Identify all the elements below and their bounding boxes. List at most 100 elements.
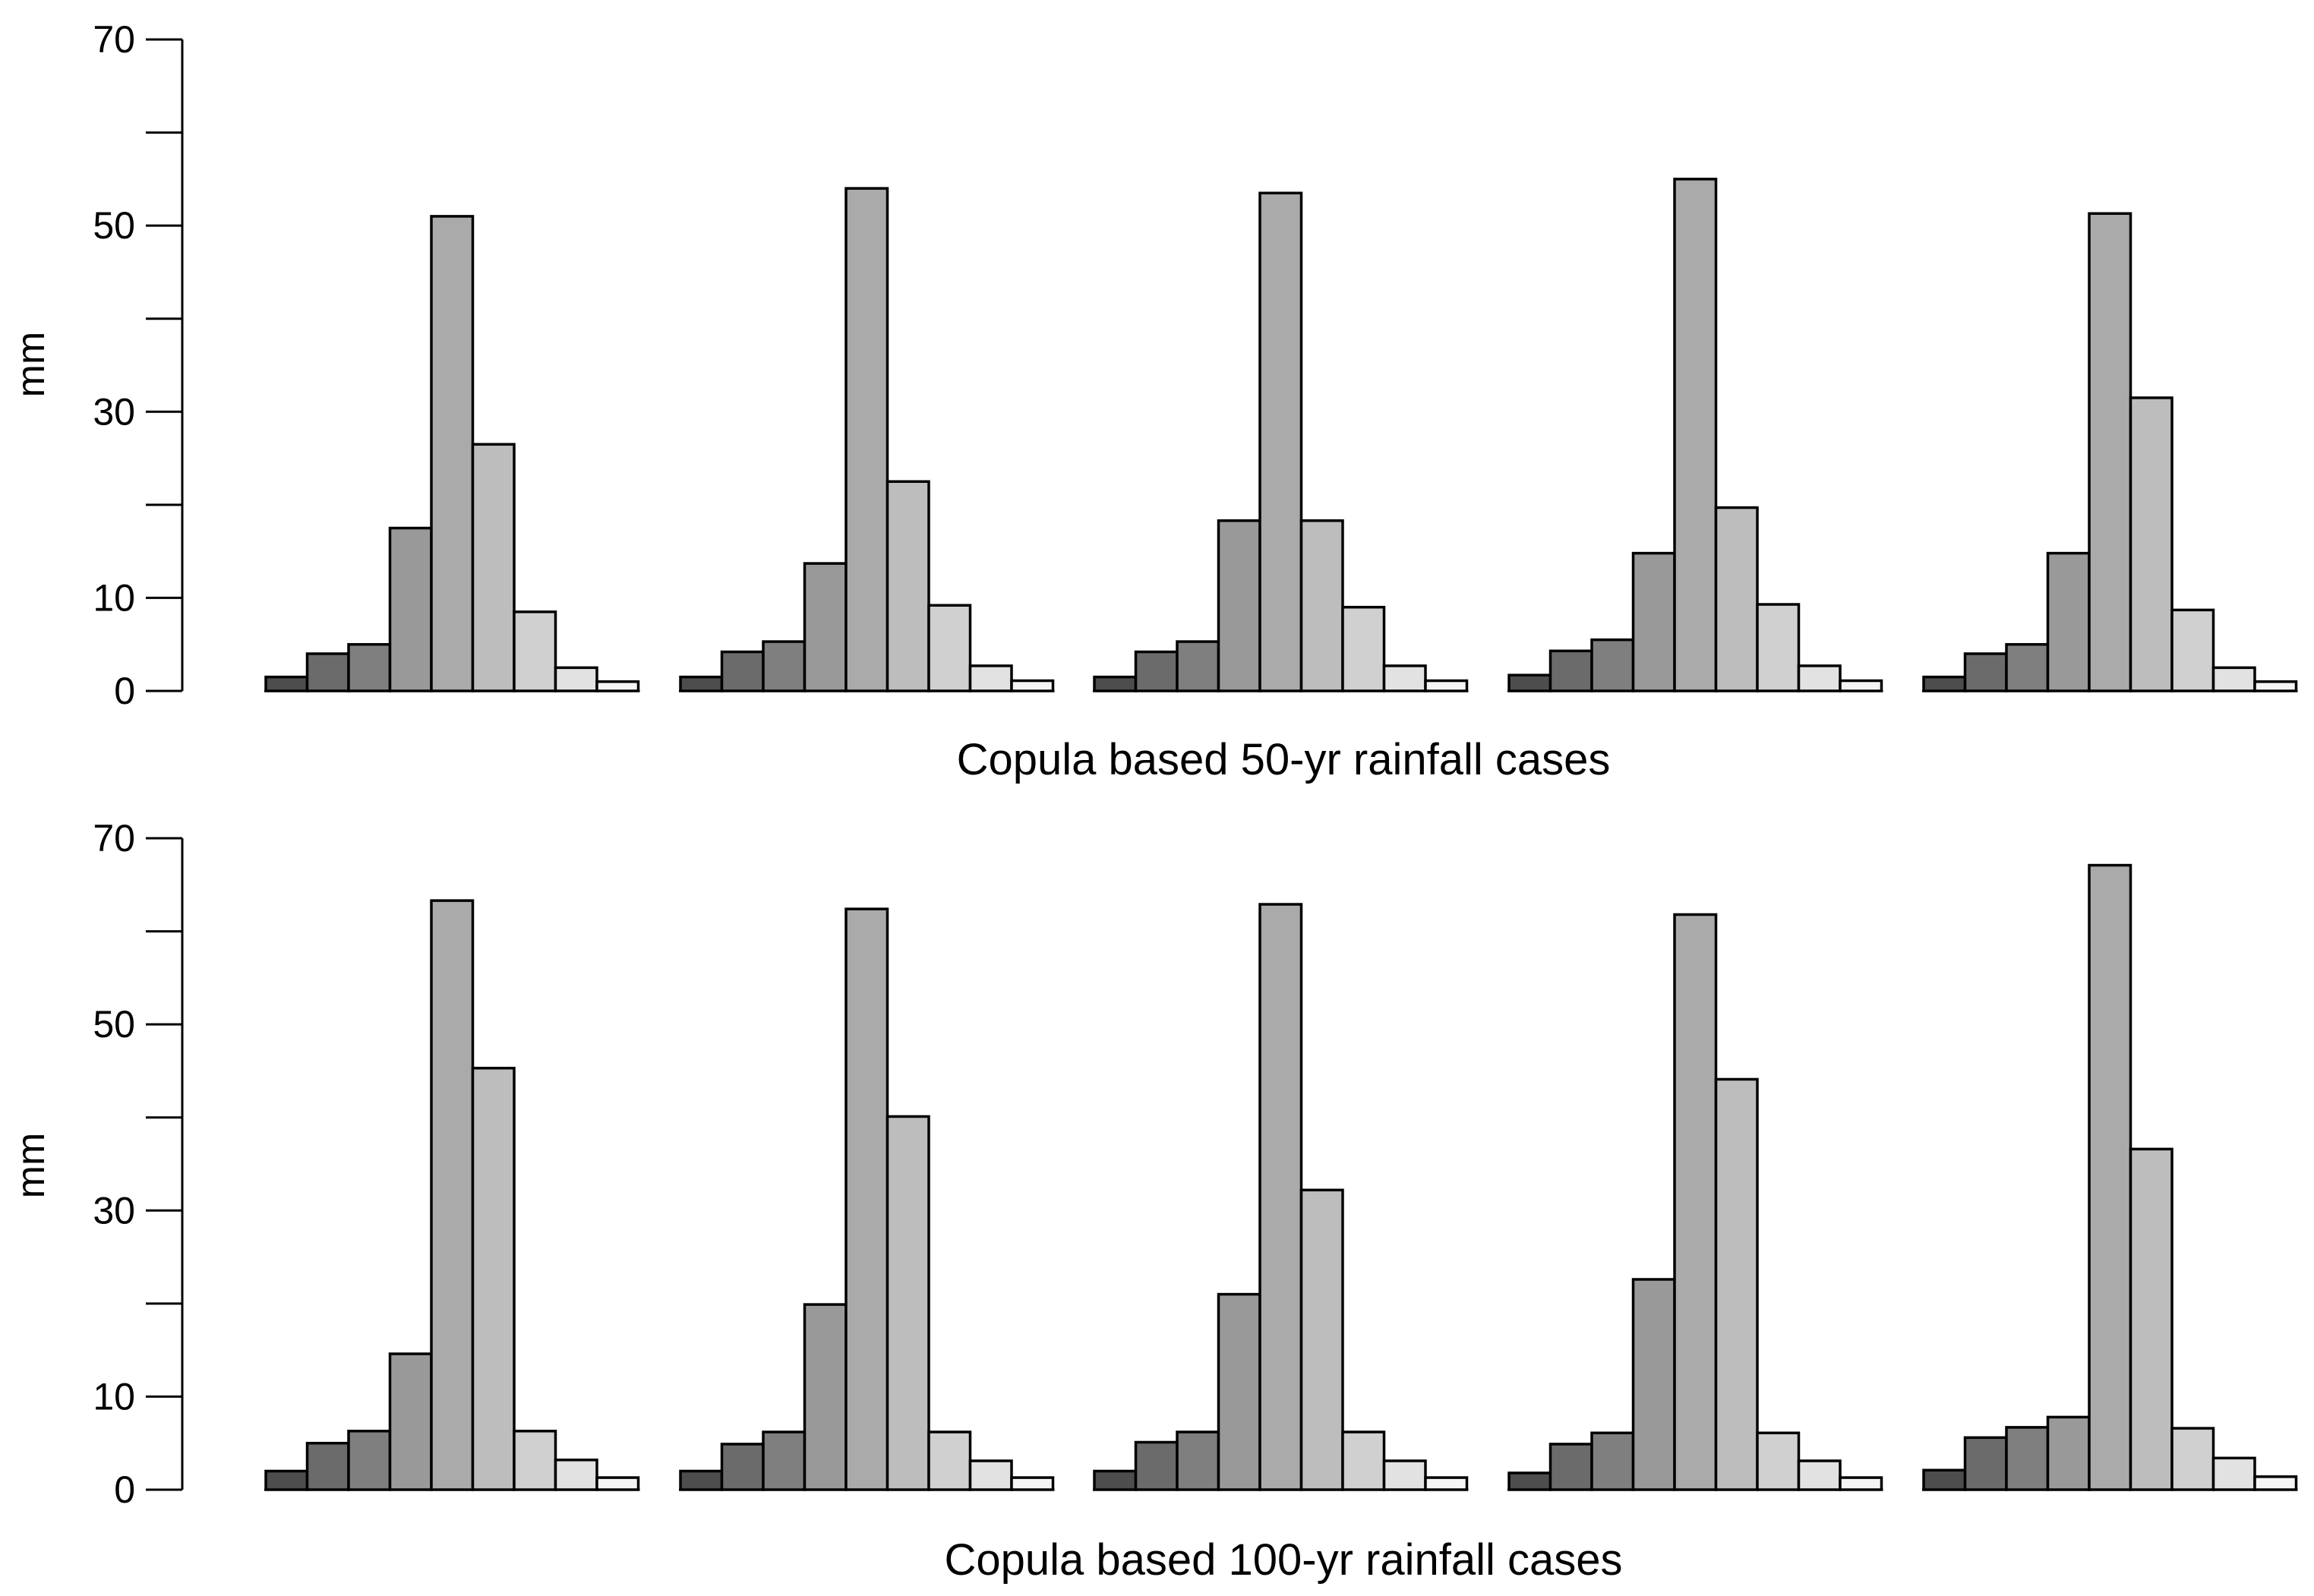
bar <box>2005 1426 2050 1491</box>
bar <box>1631 551 1676 692</box>
y-tick-label: 0 <box>114 1468 135 1511</box>
bar <box>2211 1456 2256 1491</box>
bar <box>2129 1147 2174 1491</box>
bar <box>968 664 1013 692</box>
bar <box>1631 1278 1676 1491</box>
bar <box>2088 863 2132 1491</box>
bar <box>347 642 392 692</box>
bar <box>2253 1475 2298 1491</box>
bar <box>1714 506 1759 692</box>
bar <box>2170 608 2215 692</box>
bar <box>2046 551 2091 692</box>
bar-group-4 <box>1507 913 1883 1491</box>
bar <box>1134 1440 1179 1491</box>
bar <box>1673 178 1718 692</box>
bar <box>1341 1430 1386 1491</box>
bar <box>513 1430 557 1491</box>
bar <box>1299 1188 1344 1491</box>
bar <box>1341 605 1386 692</box>
bar <box>1590 638 1635 692</box>
bar <box>388 526 433 692</box>
bar <box>803 1303 848 1491</box>
bar <box>2046 1415 2091 1491</box>
bar <box>1382 664 1427 692</box>
bar <box>844 907 889 1491</box>
bar <box>554 1459 598 1491</box>
bar <box>803 562 848 692</box>
bar <box>554 666 598 692</box>
bar <box>1217 519 1261 692</box>
bar <box>1673 913 1718 1491</box>
bar <box>1756 1431 1801 1491</box>
bar <box>679 675 724 692</box>
bar-group-3 <box>1093 191 1469 692</box>
bar <box>1797 1459 1842 1491</box>
bar <box>2211 666 2256 692</box>
bar <box>720 650 765 692</box>
bar-group-1 <box>264 215 640 692</box>
bar <box>1010 679 1055 692</box>
bar <box>471 443 516 692</box>
bar <box>1093 675 1138 692</box>
bar <box>1756 603 1801 692</box>
bar <box>1963 1436 2008 1491</box>
bar <box>595 1476 640 1491</box>
bar <box>1093 1469 1138 1491</box>
bar-group-4 <box>1507 178 1883 692</box>
bar <box>2253 680 2298 692</box>
bar <box>264 675 309 692</box>
bar <box>1424 1476 1469 1491</box>
bar <box>2088 212 2132 692</box>
bar <box>1548 1443 1593 1491</box>
bar <box>762 1430 807 1491</box>
bar <box>305 652 350 692</box>
bar <box>1299 519 1344 692</box>
bar-group-5 <box>1922 863 2298 1491</box>
bar-group-2 <box>679 187 1055 692</box>
bar <box>927 604 972 692</box>
panel-100yr: Copula based 100-yr rainfall cases mm 0 1… <box>9 817 2298 1585</box>
bar <box>1963 652 2008 692</box>
bar <box>1382 1459 1427 1491</box>
bar <box>1922 1468 1967 1491</box>
bar <box>679 1469 724 1491</box>
y-tick-label: 10 <box>93 1375 135 1418</box>
bar <box>2005 642 2050 692</box>
bar <box>1548 649 1593 692</box>
bar <box>1797 664 1842 692</box>
y-tick-label: 30 <box>93 1189 135 1232</box>
bar <box>1507 1471 1552 1491</box>
bar <box>886 1115 930 1491</box>
bar <box>1839 679 1883 692</box>
y-tick-label: 0 <box>114 670 135 712</box>
bar <box>1134 650 1179 692</box>
bar <box>1258 903 1303 1491</box>
bar <box>471 1067 516 1491</box>
bar-group-2 <box>679 907 1055 1491</box>
bar <box>264 1469 309 1491</box>
bar <box>720 1443 765 1491</box>
bar <box>1714 1077 1759 1491</box>
y-tick-label: 50 <box>93 1003 135 1046</box>
bar <box>1922 675 1967 692</box>
y-tick-label: 30 <box>93 390 135 433</box>
bar <box>1010 1476 1055 1491</box>
y-axis-label-100yr: mm <box>9 1133 53 1199</box>
bar-group-1 <box>264 899 640 1491</box>
bar <box>430 215 475 692</box>
y-tick-label: 50 <box>93 204 135 247</box>
bar <box>1507 673 1552 692</box>
bar-group-5 <box>1922 212 2298 692</box>
panel-title-100yr: Copula based 100-yr rainfall cases <box>944 1535 1622 1585</box>
bar <box>388 1352 433 1491</box>
bar <box>886 480 930 692</box>
bar <box>347 1430 392 1491</box>
y-tick-label: 70 <box>93 18 135 61</box>
bar-group-3 <box>1093 903 1469 1491</box>
bar <box>1176 1430 1220 1491</box>
bar <box>305 1441 350 1491</box>
bar <box>2129 396 2174 692</box>
y-axis-label-50yr: mm <box>9 332 53 398</box>
